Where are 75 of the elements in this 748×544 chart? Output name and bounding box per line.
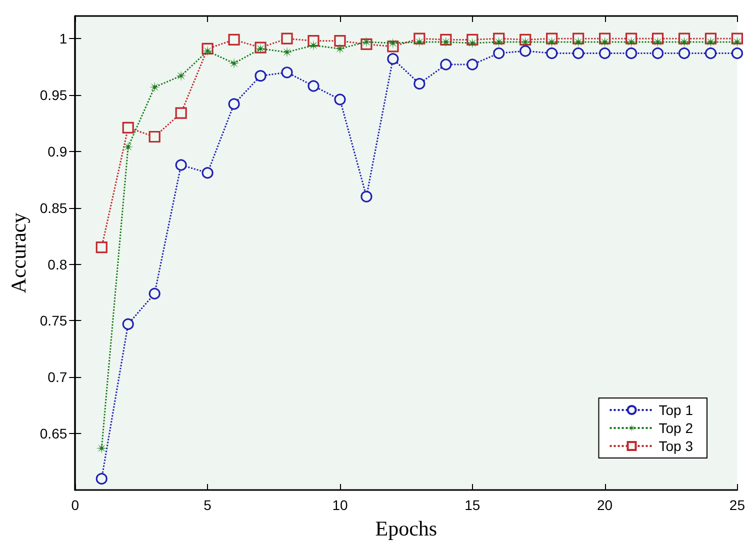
point: [678, 36, 690, 48]
point: [599, 36, 610, 48]
point: [308, 40, 319, 51]
point: [466, 58, 478, 70]
point: [228, 58, 240, 69]
point: [466, 38, 478, 49]
legend-label: Top 2: [658, 420, 694, 436]
x-tick-label: 25: [729, 497, 746, 513]
point: [572, 47, 584, 60]
point: [652, 47, 664, 60]
point: [599, 47, 611, 60]
point: [387, 38, 398, 49]
point: [440, 58, 452, 70]
point: [678, 47, 690, 60]
point: [281, 66, 293, 78]
point: [175, 107, 187, 119]
y-axis-title: Accuracy: [6, 212, 30, 294]
point: [96, 242, 108, 254]
point: [704, 47, 717, 60]
point: [572, 36, 584, 48]
point: [334, 35, 346, 47]
y-tick-label: 0.85: [40, 200, 68, 216]
x-tick-label: 20: [597, 497, 613, 513]
point: [546, 47, 558, 60]
point: [440, 36, 452, 48]
x-tick-label: 5: [204, 497, 212, 513]
point: [228, 34, 240, 46]
legend-label: Top 3: [658, 438, 694, 454]
point: [308, 80, 320, 92]
point: [493, 47, 505, 60]
point: [202, 45, 214, 56]
point: [96, 472, 108, 485]
x-tick-label: 10: [332, 497, 348, 513]
x-tick-label: 0: [71, 497, 80, 513]
y-tick-label: 0.7: [48, 369, 68, 386]
point: [414, 36, 425, 48]
point: [387, 53, 399, 65]
point: [282, 46, 293, 58]
x-axis-title: Epochs: [375, 516, 438, 540]
point: [414, 78, 426, 90]
point: [520, 36, 531, 48]
point: [360, 36, 372, 48]
point: [520, 45, 532, 57]
legend-label: Top 1: [658, 402, 694, 418]
point: [122, 122, 134, 134]
point: [334, 43, 346, 54]
point: [254, 70, 266, 82]
point: [148, 130, 160, 143]
x-tick-label: 15: [464, 497, 480, 513]
point: [202, 167, 214, 179]
point: [705, 36, 716, 48]
point: [176, 70, 187, 82]
point: [228, 98, 240, 110]
point: [493, 36, 504, 48]
point: [281, 32, 293, 44]
y-tick-label: 0.65: [40, 426, 68, 442]
y-tick-label: 0.8: [48, 256, 68, 272]
point: [546, 36, 558, 48]
point: [731, 47, 744, 60]
y-tick-label: 0.9: [48, 143, 68, 160]
point: [148, 288, 160, 300]
point: [652, 36, 664, 48]
point: [625, 47, 638, 60]
point: [732, 36, 743, 48]
point: [360, 190, 372, 202]
point: [149, 82, 160, 93]
point: [334, 94, 346, 106]
y-tick-label: 0.95: [40, 87, 68, 103]
y-tick-label: 1: [59, 30, 68, 47]
point: [122, 318, 134, 330]
point: [122, 141, 134, 152]
y-tick-label: 0.75: [40, 312, 68, 329]
point: [626, 36, 637, 48]
point: [175, 159, 187, 171]
point: [96, 442, 108, 454]
